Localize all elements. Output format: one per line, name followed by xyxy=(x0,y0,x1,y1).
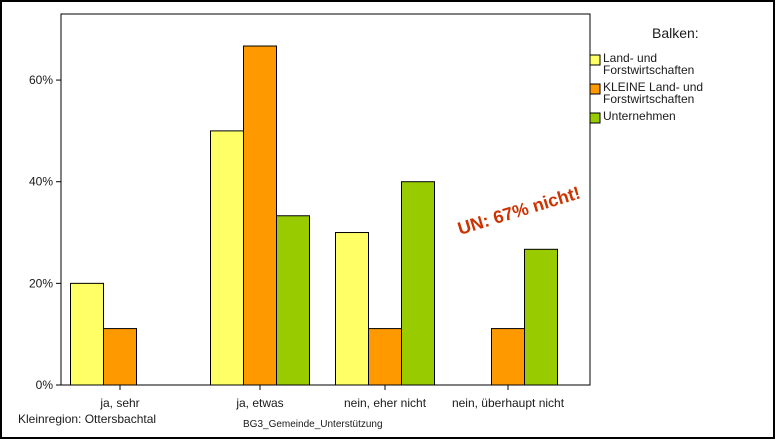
x-category-label: nein, eher nicht xyxy=(344,396,427,410)
bar xyxy=(103,328,137,386)
plot-area xyxy=(60,13,591,386)
x-axis-title: BG3_Gemeinde_Unterstützung xyxy=(243,419,383,430)
bar xyxy=(70,282,104,386)
bar xyxy=(243,45,277,386)
legend-entry: Land- und Forstwirtschaften xyxy=(603,51,694,77)
bar xyxy=(276,215,310,386)
legend-entry: Unternehmen xyxy=(603,109,676,123)
bar xyxy=(524,248,558,386)
bars xyxy=(70,45,558,386)
bar xyxy=(368,328,402,386)
legend: Balken: Land- und Forstwirtschaften KLEINE… xyxy=(589,25,703,124)
legend-swatch xyxy=(589,54,601,66)
y-axis: 0% 20% 40% 60% xyxy=(29,73,61,392)
bar xyxy=(491,328,525,386)
footer-region-label: Kleinregion: Ottersbachtal xyxy=(18,412,156,426)
bar xyxy=(210,130,244,386)
bar xyxy=(401,181,435,386)
bar xyxy=(335,232,369,386)
y-tick-label: 40% xyxy=(29,175,53,189)
legend-entry: KLEINE Land- und Forstwirtschaften xyxy=(603,80,703,106)
x-category-label: nein, überhaupt nicht xyxy=(452,396,565,410)
legend-swatch xyxy=(589,83,601,95)
legend-title: Balken: xyxy=(652,25,699,41)
legend-swatch xyxy=(589,112,601,124)
x-category-label: ja, sehr xyxy=(99,396,139,410)
y-tick-label: 20% xyxy=(29,276,53,290)
x-category-label: ja, etwas xyxy=(235,396,283,410)
y-tick-label: 60% xyxy=(29,73,53,87)
x-axis: ja, sehr ja, etwas nein, eher nicht nein, ü… xyxy=(99,385,565,410)
y-tick-label: 0% xyxy=(36,378,54,392)
